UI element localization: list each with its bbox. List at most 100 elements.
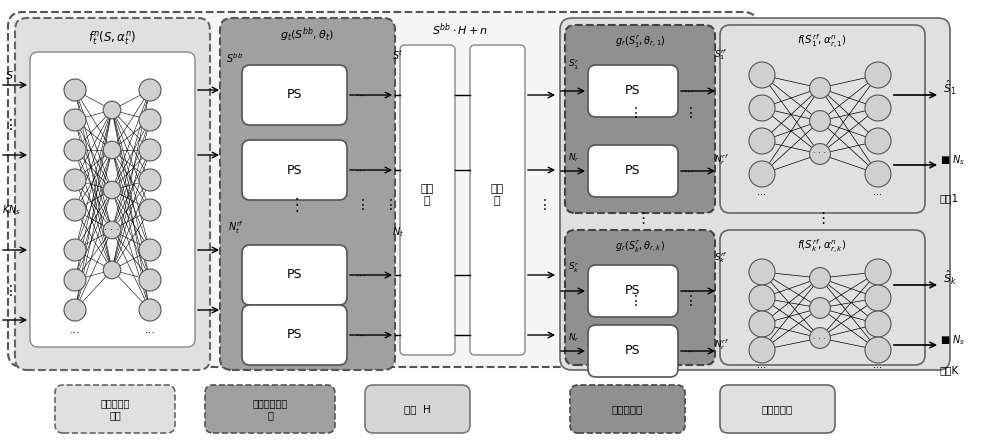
FancyBboxPatch shape: [565, 25, 715, 213]
Text: $\hat{S}_k$: $\hat{S}_k$: [943, 269, 957, 287]
Circle shape: [865, 337, 891, 363]
Text: $\vdots$: $\vdots$: [683, 104, 693, 119]
Text: $\cdots$: $\cdots$: [683, 86, 693, 96]
Text: $\vdots$: $\vdots$: [628, 104, 638, 119]
Text: $\vdots$: $\vdots$: [3, 118, 13, 133]
Circle shape: [139, 139, 161, 161]
Text: ...: ...: [874, 360, 883, 370]
FancyBboxPatch shape: [588, 265, 678, 317]
Text: ...: ...: [145, 325, 155, 335]
Text: $\vdots$: $\vdots$: [628, 293, 638, 308]
Text: $\cdots$: $\cdots$: [683, 346, 693, 356]
Circle shape: [64, 239, 86, 261]
Circle shape: [139, 269, 161, 291]
Text: · · ·: · · ·: [104, 225, 120, 235]
Text: $\cdots$: $\cdots$: [683, 286, 693, 296]
FancyBboxPatch shape: [15, 18, 210, 370]
Circle shape: [865, 285, 891, 311]
Text: · · ·: · · ·: [813, 149, 827, 159]
Text: PS: PS: [286, 88, 302, 102]
Circle shape: [64, 169, 86, 191]
Text: $S_k^{rf}$: $S_k^{rf}$: [714, 251, 728, 266]
Circle shape: [865, 128, 891, 154]
Circle shape: [865, 62, 891, 88]
Text: PS: PS: [286, 268, 302, 282]
Text: $\vdots$: $\vdots$: [3, 282, 13, 297]
Text: $\vdots$: $\vdots$: [537, 198, 547, 213]
Text: 信道
层: 信道 层: [420, 184, 434, 206]
Circle shape: [64, 199, 86, 221]
Text: $N_r$: $N_r$: [568, 152, 580, 164]
FancyBboxPatch shape: [365, 385, 470, 433]
Text: $\cdots$: $\cdots$: [355, 270, 365, 280]
FancyBboxPatch shape: [720, 230, 925, 365]
Text: $N_t^{rf}$: $N_t^{rf}$: [228, 220, 244, 236]
Text: $N_t$: $N_t$: [392, 225, 404, 239]
Circle shape: [64, 139, 86, 161]
Circle shape: [865, 259, 891, 285]
Text: 基带结合器: 基带结合器: [761, 404, 793, 414]
Text: $S^{bb} \cdot H + n$: $S^{bb} \cdot H + n$: [432, 22, 488, 38]
FancyBboxPatch shape: [565, 230, 715, 365]
Circle shape: [810, 328, 830, 348]
Text: ...: ...: [70, 325, 80, 335]
Text: ...: ...: [758, 360, 767, 370]
Text: $\vdots$: $\vdots$: [383, 198, 393, 213]
Circle shape: [810, 144, 830, 164]
FancyBboxPatch shape: [55, 385, 175, 433]
FancyBboxPatch shape: [400, 45, 455, 355]
Text: 噪声
层: 噪声 层: [490, 184, 504, 206]
Circle shape: [810, 297, 830, 318]
Circle shape: [64, 109, 86, 131]
FancyBboxPatch shape: [8, 12, 758, 367]
Circle shape: [139, 239, 161, 261]
Text: $S_1^r$: $S_1^r$: [568, 58, 579, 72]
Text: 射频波束成形
器: 射频波束成形 器: [252, 398, 288, 420]
FancyBboxPatch shape: [720, 385, 835, 433]
Text: $\blacksquare\ N_s$: $\blacksquare\ N_s$: [940, 153, 965, 167]
FancyBboxPatch shape: [30, 52, 195, 347]
Text: $N_r^{rf}$: $N_r^{rf}$: [714, 152, 729, 168]
Circle shape: [139, 199, 161, 221]
Text: PS: PS: [286, 328, 302, 342]
Circle shape: [865, 161, 891, 187]
Circle shape: [749, 337, 775, 363]
FancyBboxPatch shape: [242, 305, 347, 365]
Text: 用户1: 用户1: [940, 193, 959, 203]
Text: PS: PS: [625, 344, 641, 358]
Text: $\cdots$: $\cdots$: [355, 165, 365, 175]
FancyBboxPatch shape: [220, 18, 395, 370]
FancyBboxPatch shape: [588, 325, 678, 377]
Circle shape: [64, 299, 86, 321]
Circle shape: [139, 299, 161, 321]
FancyBboxPatch shape: [720, 25, 925, 213]
Circle shape: [749, 311, 775, 337]
Circle shape: [139, 109, 161, 131]
Circle shape: [103, 181, 121, 199]
Circle shape: [810, 110, 830, 131]
Circle shape: [64, 269, 86, 291]
Circle shape: [749, 161, 775, 187]
Text: PS: PS: [625, 285, 641, 297]
Circle shape: [64, 79, 86, 101]
Text: ...: ...: [874, 187, 883, 197]
Text: $S^t$: $S^t$: [392, 48, 404, 62]
Circle shape: [749, 259, 775, 285]
Text: PS: PS: [286, 164, 302, 176]
Circle shape: [103, 101, 121, 119]
FancyBboxPatch shape: [205, 385, 335, 433]
Text: $g_t(S^{bb}, \theta_t)$: $g_t(S^{bb}, \theta_t)$: [280, 26, 334, 44]
Text: $S^{bb}$: $S^{bb}$: [226, 51, 243, 65]
FancyBboxPatch shape: [242, 245, 347, 305]
Text: $f_t^n(S, \alpha_t^n)$: $f_t^n(S, \alpha_t^n)$: [88, 29, 136, 47]
Text: $g_r(S_k^r, \theta_{r,k})$: $g_r(S_k^r, \theta_{r,k})$: [615, 239, 665, 255]
Text: PS: PS: [625, 164, 641, 178]
Circle shape: [865, 95, 891, 121]
Text: $\vdots$: $\vdots$: [355, 198, 365, 213]
Text: $f(S_1^{rf}, \alpha_{r,1}^n)$: $f(S_1^{rf}, \alpha_{r,1}^n)$: [797, 33, 847, 51]
Text: 信道  H: 信道 H: [404, 404, 430, 414]
Circle shape: [749, 95, 775, 121]
FancyBboxPatch shape: [570, 385, 685, 433]
FancyBboxPatch shape: [560, 18, 950, 370]
Circle shape: [139, 79, 161, 101]
